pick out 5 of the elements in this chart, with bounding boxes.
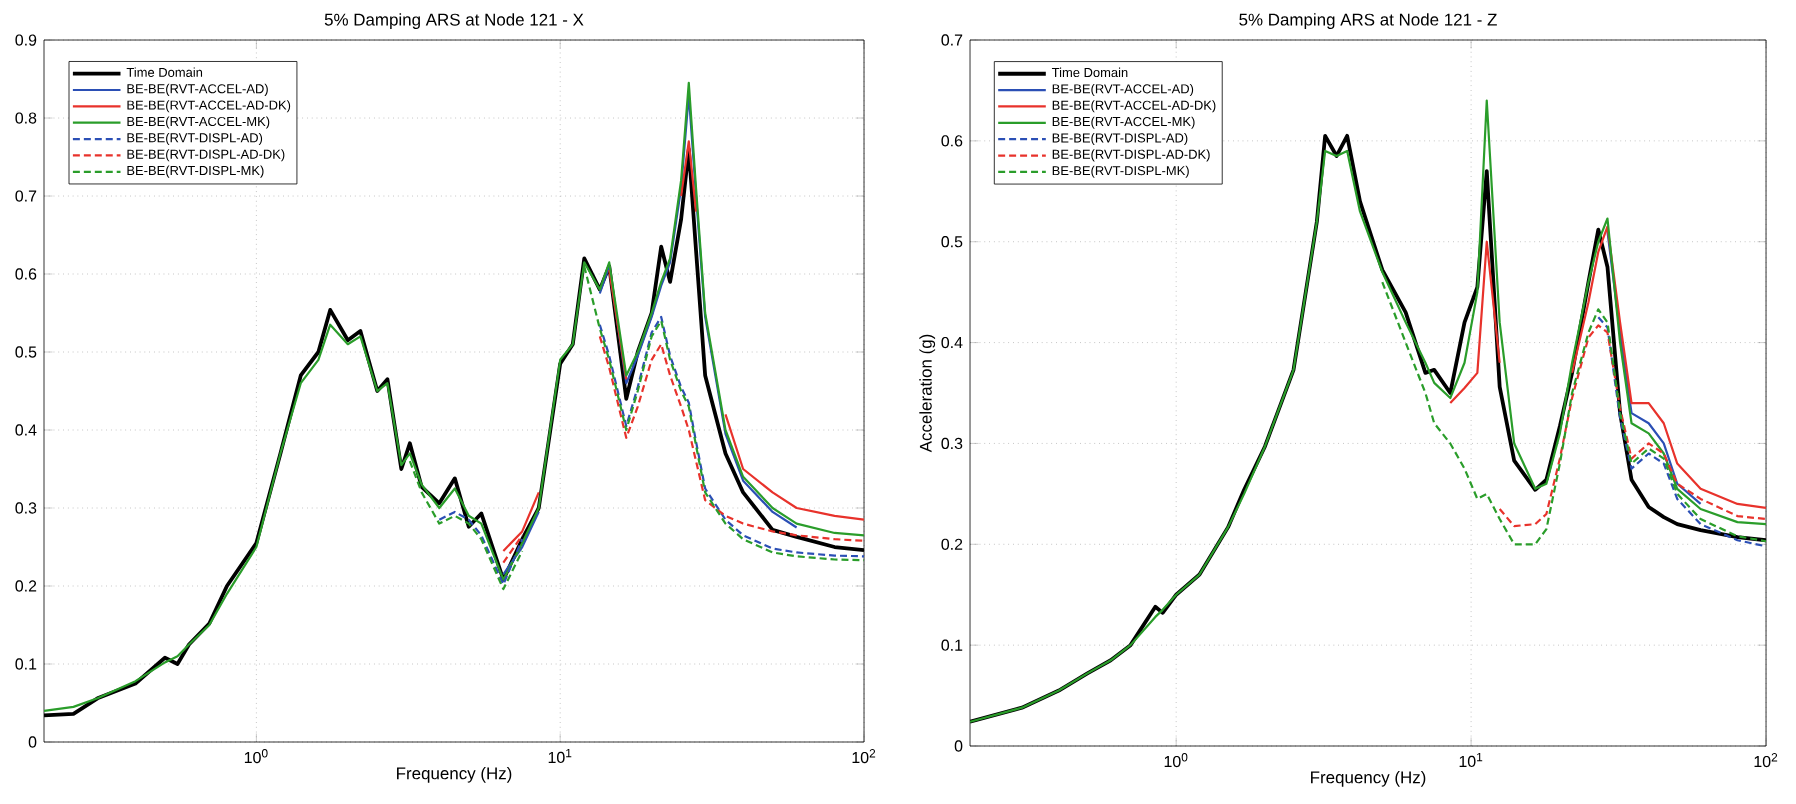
x-axis-title: Frequency (Hz) bbox=[397, 766, 512, 783]
x-axis-title: Frequency (Hz) bbox=[1311, 770, 1426, 787]
chart-title: 5% Damping ARS at Node 121 - X bbox=[324, 13, 584, 29]
chart-title: 5% Damping ARS at Node 121 - Z bbox=[1239, 13, 1497, 29]
y-axis-title: Acceleration (g) bbox=[919, 334, 936, 453]
